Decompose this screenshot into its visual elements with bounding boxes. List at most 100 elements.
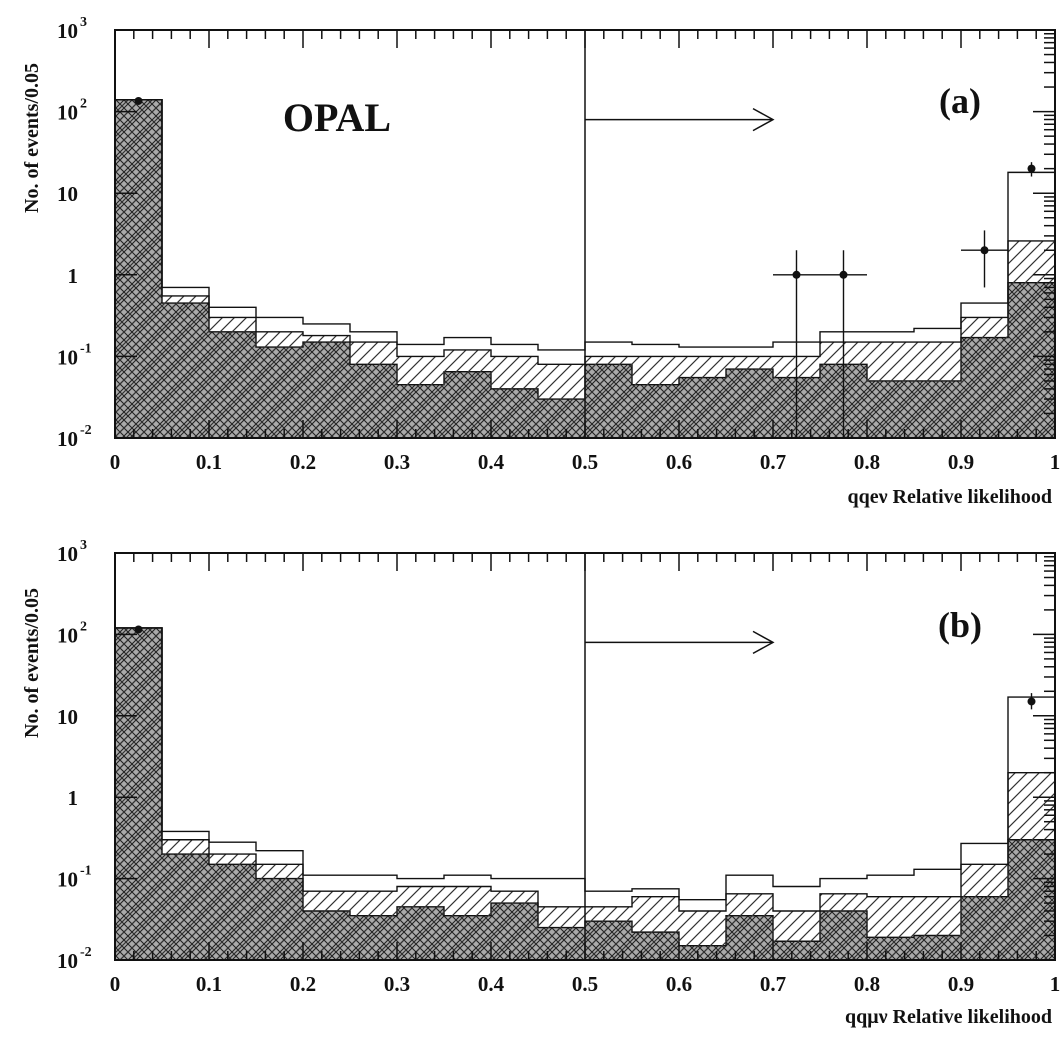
x-tick-label: 0.4 bbox=[478, 972, 505, 996]
total-outline bbox=[114, 98, 1056, 438]
x-tick-label: 0 bbox=[110, 972, 121, 996]
hatched-bar bbox=[726, 893, 773, 960]
hatched-histogram bbox=[114, 627, 1056, 960]
data-point bbox=[134, 96, 143, 105]
total-histogram bbox=[114, 627, 1056, 960]
x-tick-label: 0.7 bbox=[760, 450, 786, 474]
x-tick-labels: 0 0.1 0.2 0.3 0.4 0.5 0.6 0.7 0.8 0.9 1 bbox=[110, 972, 1061, 996]
hatched-bar bbox=[538, 364, 585, 438]
x-tick-label: 0.9 bbox=[948, 450, 974, 474]
hatched-bar bbox=[538, 906, 585, 960]
x-tick-label: 0 bbox=[110, 450, 121, 474]
x-tick-label: 1 bbox=[1050, 450, 1061, 474]
y-tick-label: 10 bbox=[57, 101, 78, 125]
data-point bbox=[134, 625, 143, 634]
x-axis-label: qqμν Relative likelihood bbox=[845, 1006, 1052, 1028]
data-point bbox=[1027, 164, 1036, 173]
data-points bbox=[134, 625, 1036, 710]
cut-arrow-head bbox=[752, 630, 775, 655]
hatched-bar bbox=[726, 356, 773, 438]
panel-b: 0 0.1 0.2 0.3 0.4 0.5 0.6 0.7 0.8 0.9 1 10 -210 -111… bbox=[21, 538, 1060, 1028]
x-tick-label: 0.6 bbox=[666, 450, 692, 474]
hatched-bar bbox=[914, 896, 961, 960]
x-tick-label: 0.9 bbox=[948, 972, 974, 996]
hatched-bar bbox=[491, 891, 538, 960]
hatched-bar bbox=[867, 896, 914, 960]
y-tick-label-exponent: -2 bbox=[80, 945, 92, 960]
x-tick-label: 0.3 bbox=[384, 972, 410, 996]
y-tick-label: 10 bbox=[57, 542, 78, 566]
y-tick-label: 10 bbox=[57, 868, 78, 892]
hatched-bar bbox=[585, 356, 632, 438]
x-tick-label: 0.2 bbox=[290, 450, 316, 474]
x-tick-label: 0.3 bbox=[384, 450, 410, 474]
hatched-bar bbox=[1008, 772, 1055, 960]
hatched-bar bbox=[444, 349, 491, 438]
y-tick-label-exponent: -2 bbox=[80, 423, 92, 438]
hatched-bar bbox=[303, 891, 350, 960]
y-tick-label: 1 bbox=[68, 264, 79, 288]
y-tick-label: 10 bbox=[57, 623, 78, 647]
panel-a: 0 0.1 0.2 0.3 0.4 0.5 0.6 0.7 0.8 0.9 1 10 -210 -111… bbox=[21, 15, 1060, 508]
hatched-bar bbox=[444, 886, 491, 960]
x-tick-label: 0.5 bbox=[572, 972, 598, 996]
hatched-bar bbox=[209, 317, 256, 438]
y-tick-label: 10 bbox=[57, 19, 78, 43]
hatched-bar bbox=[914, 342, 961, 438]
hatched-bar bbox=[867, 342, 914, 438]
y-tick-label: 1 bbox=[68, 786, 79, 810]
x-tick-label: 1 bbox=[1050, 972, 1061, 996]
total-outline bbox=[114, 627, 1056, 960]
cut-line bbox=[584, 553, 775, 960]
hatched-bar bbox=[115, 627, 162, 960]
cut-line bbox=[584, 30, 775, 438]
hatched-bar bbox=[961, 864, 1008, 960]
hatched-bar bbox=[397, 356, 444, 438]
x-tick-label: 0.8 bbox=[854, 972, 880, 996]
x-axis-label: qqeν Relative likelihood bbox=[847, 486, 1052, 508]
hatched-bar bbox=[679, 910, 726, 960]
y-tick-label: 10 bbox=[57, 345, 78, 369]
data-point bbox=[1027, 697, 1036, 706]
hatched-bar bbox=[162, 295, 209, 438]
y-tick-label: 10 bbox=[57, 949, 78, 973]
y-tick-label: 10 bbox=[57, 182, 78, 206]
hatched-bar bbox=[632, 896, 679, 960]
y-tick-label-exponent: -1 bbox=[80, 864, 92, 879]
hatched-outline bbox=[114, 627, 1056, 960]
hatched-bar bbox=[350, 342, 397, 438]
data-point bbox=[792, 270, 801, 279]
x-tick-label: 0.2 bbox=[290, 972, 316, 996]
axis-ticks bbox=[114, 30, 1056, 439]
hatched-histogram bbox=[114, 98, 1056, 438]
y-tick-label-exponent: 3 bbox=[80, 15, 87, 30]
hatched-bar bbox=[350, 891, 397, 960]
panel-label: (b) bbox=[938, 605, 982, 645]
x-tick-label: 0.1 bbox=[196, 972, 222, 996]
x-tick-label: 0.8 bbox=[854, 450, 880, 474]
hatched-bar bbox=[303, 335, 350, 438]
data-point bbox=[980, 246, 989, 255]
y-axis-label: No. of events/0.05 bbox=[21, 63, 43, 213]
x-tick-label: 0.1 bbox=[196, 450, 222, 474]
y-tick-label: 10 bbox=[57, 705, 78, 729]
experiment-label: OPAL bbox=[283, 95, 391, 140]
x-tick-label: 0.4 bbox=[478, 450, 505, 474]
x-tick-label: 0.6 bbox=[666, 972, 692, 996]
x-tick-label: 0.5 bbox=[572, 450, 598, 474]
panel-label: (a) bbox=[939, 81, 981, 121]
hatched-outline bbox=[114, 98, 1056, 438]
hatched-bar bbox=[256, 331, 303, 438]
hatched-bar bbox=[773, 910, 820, 960]
y-tick-label-exponent: 2 bbox=[80, 97, 87, 112]
hatched-bar bbox=[491, 356, 538, 438]
hatched-bar bbox=[632, 356, 679, 438]
hatched-bar bbox=[115, 99, 162, 438]
y-axis-label: No. of events/0.05 bbox=[21, 588, 43, 738]
hatched-bar bbox=[162, 839, 209, 960]
x-tick-labels: 0 0.1 0.2 0.3 0.4 0.5 0.6 0.7 0.8 0.9 1 bbox=[110, 450, 1061, 474]
hatched-bar bbox=[397, 886, 444, 960]
y-tick-label-exponent: -1 bbox=[80, 341, 92, 356]
